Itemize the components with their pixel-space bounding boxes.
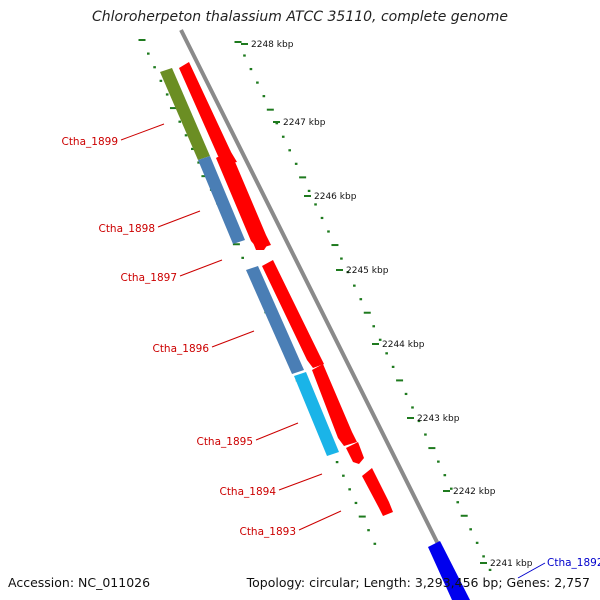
kbp-tick-label: 2245 kbp — [346, 266, 389, 276]
gene-leader-line — [120, 123, 165, 141]
gene-block-ctha-1892[interactable] — [428, 541, 470, 600]
gene-leader-line — [255, 422, 299, 441]
genome-backbone — [179, 29, 468, 600]
gene-labels: Ctha_1899 Ctha_1898 Ctha_1897 Ctha_1896 Ctha… — [61, 123, 600, 579]
gene-label[interactable]: Ctha_1897 — [120, 272, 177, 284]
gene-leader-line — [278, 473, 323, 491]
kbp-tick-label: 2242 kbp — [453, 487, 496, 497]
gene-leader-line — [517, 562, 546, 579]
gene-leader-line — [157, 210, 201, 228]
gene-arrow-4[interactable] — [262, 260, 324, 368]
gene-label[interactable]: Ctha_1895 — [196, 436, 253, 448]
kbp-tick-label: 2243 kbp — [417, 414, 460, 424]
gene-block-ctha-1899[interactable] — [160, 68, 210, 160]
kbp-tick-label: 2241 kbp — [490, 559, 533, 569]
gene-arrow-3[interactable] — [252, 236, 268, 250]
gene-block-ctha-1898[interactable] — [198, 156, 245, 244]
gene-label[interactable]: Ctha_1894 — [219, 486, 276, 498]
gene-label[interactable]: Ctha_1893 — [239, 526, 296, 538]
gene-arrow-6[interactable] — [346, 442, 364, 464]
kbp-tick-label: 2246 kbp — [314, 192, 357, 202]
gene-arrow-5[interactable] — [312, 364, 357, 446]
gene-leader-line — [179, 259, 223, 277]
topology-text: Topology: circular; Length: 3,293,456 bp… — [246, 575, 590, 590]
gene-leader-line — [211, 330, 255, 348]
outer-tick-track — [234, 41, 492, 572]
gene-block-ctha-1896[interactable] — [246, 266, 304, 374]
gene-label[interactable]: Ctha_1896 — [152, 343, 209, 355]
genome-title: Chloroherpeton thalassium ATCC 35110, co… — [92, 9, 508, 25]
kbp-labels: 2248 kbp 2247 kbp 2246 kbp 2245 kbp 2244 kbp… — [241, 40, 533, 569]
gene-label[interactable]: Ctha_1898 — [98, 223, 155, 235]
gene-label[interactable]: Ctha_1899 — [61, 136, 118, 148]
gene-block-ctha-1895[interactable] — [294, 372, 339, 456]
gene-arrow-2[interactable] — [216, 150, 271, 249]
gene-arrow-7[interactable] — [362, 468, 393, 516]
kbp-tick-label: 2244 kbp — [382, 340, 425, 350]
kbp-tick-label: 2248 kbp — [251, 40, 294, 50]
accession-text: Accession: NC_011026 — [8, 575, 151, 590]
gene-label[interactable]: Ctha_1892 — [547, 557, 600, 569]
gene-leader-line — [298, 510, 342, 531]
gene-arrow-1[interactable] — [179, 62, 237, 164]
kbp-tick-label: 2247 kbp — [283, 118, 326, 128]
